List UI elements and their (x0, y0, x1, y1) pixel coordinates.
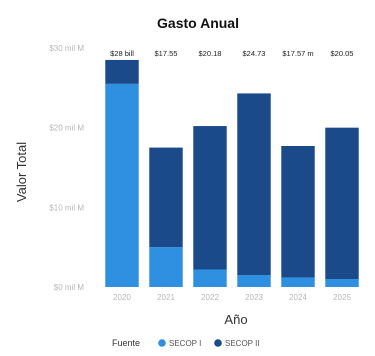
bar-secop-i-2023 (237, 275, 271, 287)
x-tick-label: 2020 (113, 293, 131, 302)
data-labels-group: $28 bill $17.55 $20.18 $24.73 $17.57 m $20.05 (110, 49, 353, 58)
y-tick-label: $30 mil M (49, 44, 84, 53)
bar-secop-i-2022 (193, 269, 227, 287)
y-axis-label: Valor Total (14, 142, 29, 202)
x-axis-ticks: 2020 2021 2022 2023 2024 2025 (113, 293, 351, 302)
bar-secop-i-2025 (325, 279, 359, 287)
x-tick-label: 2023 (245, 293, 263, 302)
bar-secop-ii-2025 (325, 127, 359, 280)
bar-secop-ii-2020 (105, 59, 139, 84)
bar-secop-i-2021 (149, 247, 183, 287)
bar-secop-ii-2023 (237, 93, 271, 276)
data-label: $20.05 (331, 49, 354, 58)
x-axis-label: Año (224, 312, 247, 327)
legend: Fuente SECOP I SECOP II (112, 338, 260, 348)
data-label: $17.55 (155, 49, 178, 58)
legend-item: SECOP II (225, 339, 260, 348)
bar-secop-i-2024 (281, 277, 315, 287)
data-label: $24.73 (243, 49, 266, 58)
x-tick-label: 2022 (201, 293, 219, 302)
data-label: $20.18 (199, 49, 222, 58)
y-tick-label: $0 mil M (54, 283, 85, 292)
x-tick-label: 2024 (289, 293, 307, 302)
data-label: $28 bill (110, 49, 134, 58)
bar-secop-ii-2021 (149, 147, 183, 248)
x-tick-label: 2021 (157, 293, 175, 302)
bar-secop-ii-2022 (193, 126, 227, 270)
bar-secop-i-2020 (105, 83, 139, 287)
x-tick-label: 2025 (333, 293, 351, 302)
bar-secop-ii-2024 (281, 145, 315, 278)
data-label: $17.57 m (282, 49, 313, 58)
bars-group (105, 59, 359, 287)
legend-item: SECOP I (169, 339, 201, 348)
y-tick-label: $20 mil M (49, 124, 84, 133)
legend-title: Fuente (112, 338, 140, 348)
y-axis-ticks: $0 mil M $10 mil M $20 mil M $30 mil M (49, 44, 84, 292)
chart-title: Gasto Anual (157, 15, 239, 31)
legend-marker (214, 339, 222, 347)
y-tick-label: $10 mil M (49, 203, 84, 212)
legend-marker (158, 339, 166, 347)
